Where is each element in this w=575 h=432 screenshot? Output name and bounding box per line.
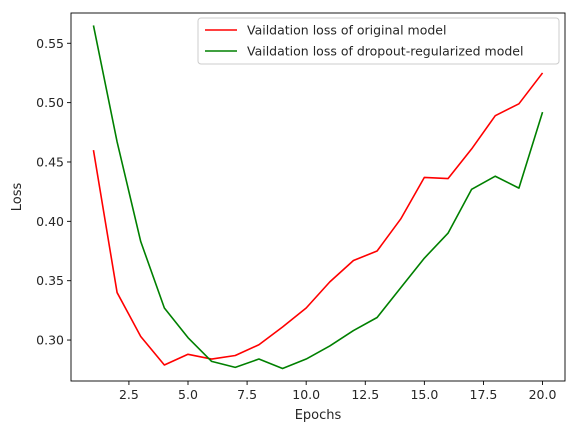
y-tick-label: 0.50: [36, 95, 64, 110]
y-axis-ticks: 0.30 0.35 0.40 0.45 0.50 0.55: [36, 36, 71, 348]
x-axis-ticks: 2.5 5.0 7.5 10.0 12.5 15.0 17.5 20.0: [119, 381, 557, 402]
series-layer: [92, 25, 544, 370]
x-tick-label: 20.0: [529, 387, 557, 402]
x-tick-label: 15.0: [410, 387, 438, 402]
series-line-0: [92, 72, 544, 366]
plot-area: [70, 12, 566, 382]
x-tick-label: 10.0: [292, 387, 320, 402]
y-axis-label: Loss: [10, 183, 25, 212]
y-tick-label: 0.30: [36, 333, 64, 348]
x-tick-label: 5.0: [178, 387, 198, 402]
y-tick-label: 0.35: [36, 273, 64, 288]
series-line-1: [92, 25, 544, 370]
legend-label-original: Vaildation loss of original model: [247, 23, 446, 38]
y-tick-label: 0.55: [36, 36, 64, 51]
x-tick-label: 2.5: [119, 387, 139, 402]
x-tick-label: 17.5: [470, 387, 498, 402]
legend-label-dropout: Vaildation loss of dropout-regularized m…: [247, 44, 523, 59]
legend: Vaildation loss of original model Vailda…: [197, 17, 560, 65]
legend-box: [197, 17, 560, 65]
x-axis-label: Epochs: [295, 408, 342, 423]
y-tick-label: 0.45: [36, 154, 64, 169]
x-tick-label: 7.5: [237, 387, 257, 402]
x-tick-label: 12.5: [351, 387, 379, 402]
y-tick-label: 0.40: [36, 214, 64, 229]
